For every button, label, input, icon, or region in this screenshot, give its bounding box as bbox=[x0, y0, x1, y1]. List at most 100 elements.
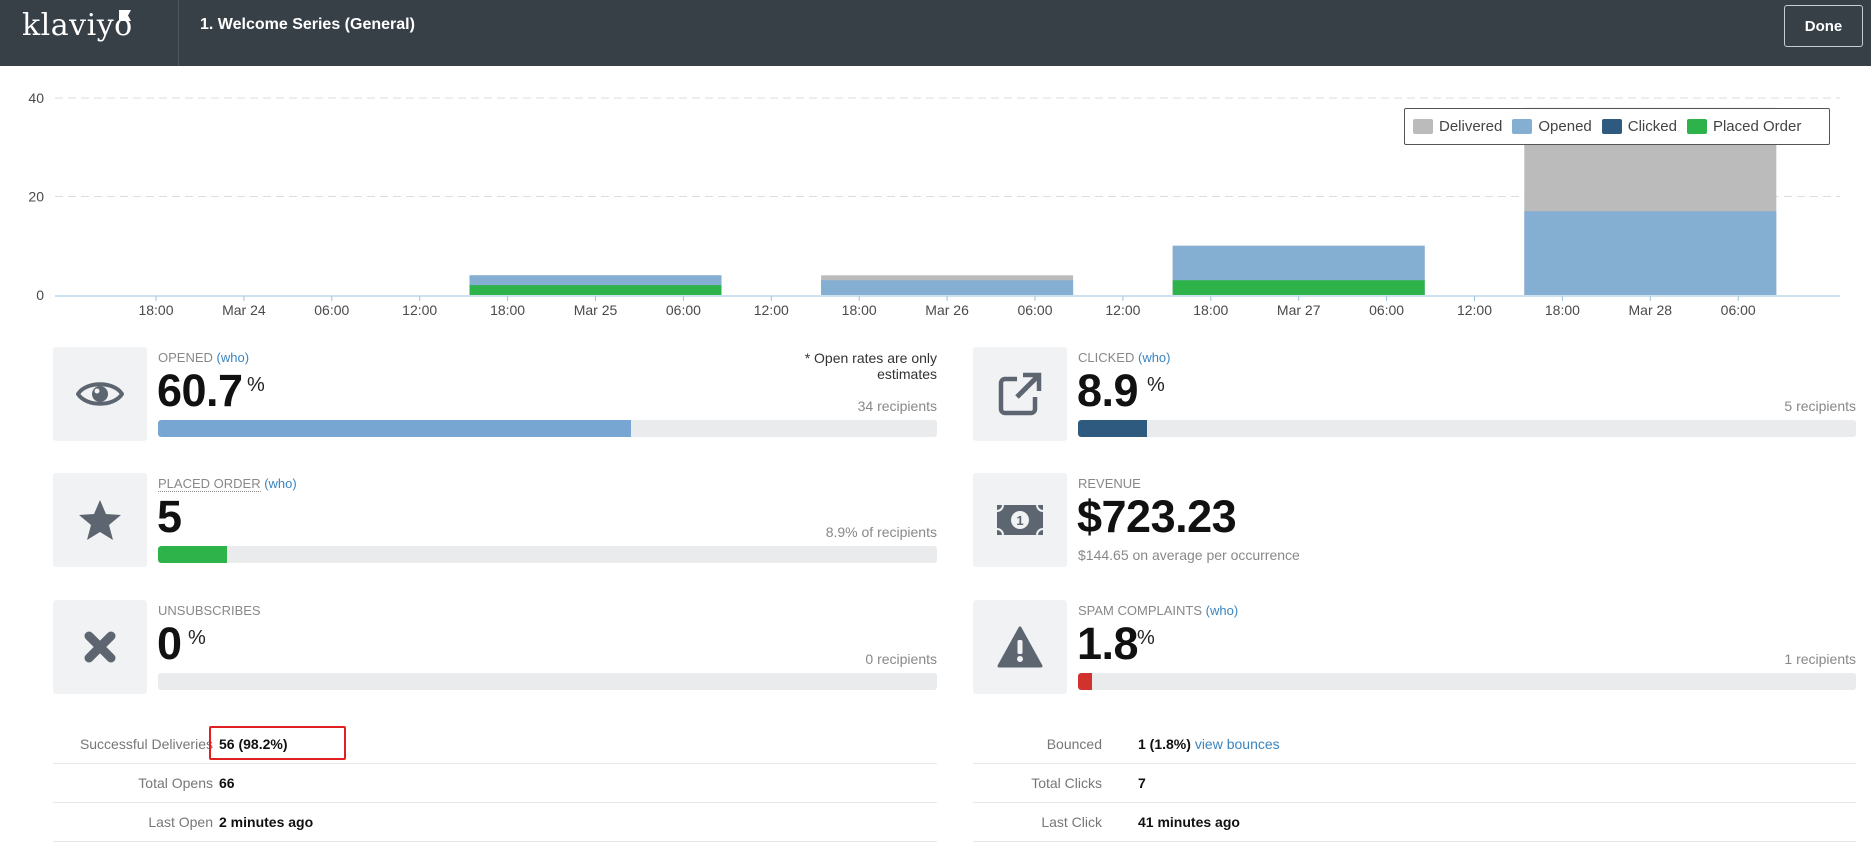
revenue-average: $144.65 on average per occurrence bbox=[1078, 547, 1300, 563]
clicked-unit: % bbox=[1147, 374, 1165, 396]
spam-progress-bar bbox=[1078, 673, 1856, 690]
bar-placed-order bbox=[469, 285, 722, 295]
logo-flag-icon bbox=[119, 10, 131, 21]
placed-order-recipients: 8.9% of recipients bbox=[825, 524, 937, 540]
stat-label: Last Open bbox=[148, 814, 213, 830]
x-tick-label: 12:00 bbox=[1457, 302, 1492, 318]
x-tick-label: 18:00 bbox=[1193, 302, 1228, 318]
opened-label: OPENED (who) bbox=[158, 350, 250, 365]
x-tick-label: 18:00 bbox=[842, 302, 877, 318]
stat-row-total-clicks: Total Clicks 7 bbox=[973, 764, 1856, 803]
spam-value: 1.8 bbox=[1077, 618, 1139, 669]
page-title: 1. Welcome Series (General) bbox=[200, 16, 415, 33]
spam-progress-fill bbox=[1078, 673, 1092, 690]
legend-swatch bbox=[1601, 119, 1622, 134]
opened-value: 60.7 bbox=[157, 365, 243, 416]
x-tick-label: 12:00 bbox=[754, 302, 789, 318]
spam-label: SPAM COMPLAINTS (who) bbox=[1078, 603, 1239, 618]
stat-label: Last Click bbox=[1041, 814, 1102, 830]
placed-order-card: PLACED ORDER (who) 5 8.9% of recipients bbox=[53, 473, 937, 567]
clicked-progress-bar bbox=[1078, 420, 1856, 437]
y-tick-label: 20 bbox=[28, 189, 44, 205]
stat-label: Bounced bbox=[1046, 736, 1102, 752]
x-tick-label: 06:00 bbox=[1721, 302, 1756, 318]
revenue-label: REVENUE bbox=[1078, 476, 1141, 491]
placed-order-value: 5 bbox=[157, 491, 182, 542]
stat-row-last-open: Last Open 2 minutes ago bbox=[53, 803, 937, 842]
x-tick-label: 06:00 bbox=[314, 302, 349, 318]
x-icon bbox=[53, 600, 147, 694]
clicked-recipients: 5 recipients bbox=[1784, 398, 1856, 414]
placed-order-progress-fill bbox=[158, 546, 228, 563]
unsubscribes-label: UNSUBSCRIBES bbox=[158, 603, 261, 618]
x-tick-label: 12:00 bbox=[1105, 302, 1140, 318]
clicked-who-link[interactable]: (who) bbox=[1137, 350, 1171, 365]
opened-progress-fill bbox=[158, 420, 631, 437]
highlight-box bbox=[209, 726, 346, 760]
revenue-value: $723.23 bbox=[1077, 491, 1237, 542]
unsubscribes-unit: % bbox=[188, 627, 206, 649]
x-tick-label: Mar 24 bbox=[222, 302, 266, 318]
legend-swatch bbox=[1512, 119, 1533, 134]
opened-who-link[interactable]: (who) bbox=[216, 350, 250, 365]
unsubscribes-progress-bar bbox=[158, 673, 937, 690]
stat-label: Total Clicks bbox=[1031, 775, 1102, 791]
stat-label: Total Opens bbox=[138, 775, 213, 791]
bar-opened bbox=[821, 280, 1074, 295]
legend-label: Delivered bbox=[1439, 118, 1503, 135]
legend-label: Opened bbox=[1538, 118, 1592, 135]
done-button[interactable]: Done bbox=[1784, 5, 1863, 47]
stat-row-total-opens: Total Opens 66 bbox=[53, 764, 937, 803]
view-bounces-link[interactable]: view bounces bbox=[1194, 736, 1280, 752]
svg-text:1: 1 bbox=[1016, 513, 1023, 528]
opened-progress-bar bbox=[158, 420, 937, 437]
x-tick-label: Mar 26 bbox=[925, 302, 969, 318]
revenue-card: 1 REVENUE $723.23 $144.65 on average per… bbox=[973, 473, 1856, 567]
star-icon bbox=[53, 473, 147, 567]
unsubscribes-card: UNSUBSCRIBES 0 % 0 recipients bbox=[53, 600, 937, 694]
spam-card: SPAM COMPLAINTS (who) 1.8 % 1 recipients bbox=[973, 600, 1856, 694]
stat-value: 2 minutes ago bbox=[219, 814, 314, 830]
open-rate-note: * Open rates are only estimates bbox=[804, 350, 937, 382]
y-tick-label: 40 bbox=[28, 90, 44, 106]
x-tick-label: 18:00 bbox=[138, 302, 173, 318]
x-tick-label: Mar 25 bbox=[574, 302, 618, 318]
legend-label: Placed Order bbox=[1712, 118, 1802, 135]
legend-item[interactable]: Delivered bbox=[1413, 118, 1502, 135]
x-tick-label: 18:00 bbox=[1545, 302, 1580, 318]
bar-opened bbox=[1524, 211, 1777, 295]
clicked-progress-fill bbox=[1078, 420, 1148, 437]
opened-recipients: 34 recipients bbox=[857, 398, 937, 414]
chart-legend: Delivered Opened Clicked Placed Order bbox=[1404, 108, 1830, 145]
clicked-card: CLICKED (who) 8.9 % 5 recipients bbox=[973, 347, 1856, 441]
x-tick-label: 18:00 bbox=[490, 302, 525, 318]
stat-row-deliveries: Successful Deliveries 56 (98.2%) bbox=[53, 725, 937, 764]
top-bar: klaviyo 1. Welcome Series (General) Done bbox=[0, 0, 1871, 66]
spam-unit: % bbox=[1137, 627, 1155, 649]
eye-icon bbox=[53, 347, 147, 441]
legend-swatch bbox=[1686, 119, 1707, 134]
stat-row-last-click: Last Click 41 minutes ago bbox=[973, 803, 1856, 842]
clicked-value: 8.9 bbox=[1077, 365, 1139, 416]
klaviyo-logo[interactable]: klaviyo bbox=[22, 8, 133, 43]
spam-who-link[interactable]: (who) bbox=[1205, 603, 1239, 618]
x-tick-label: 12:00 bbox=[402, 302, 437, 318]
bar-placed-order bbox=[1172, 280, 1425, 295]
stat-label: Successful Deliveries bbox=[79, 736, 213, 752]
stat-value: 1 (1.8%) view bounces bbox=[1138, 736, 1280, 752]
y-tick-label: 0 bbox=[36, 287, 44, 303]
opened-card: OPENED (who) 60.7 % * Open rates are onl… bbox=[53, 347, 937, 441]
external-link-icon bbox=[973, 347, 1067, 441]
x-tick-label: 06:00 bbox=[1369, 302, 1404, 318]
stat-value: 56 (98.2%) bbox=[219, 736, 288, 752]
spam-recipients: 1 recipients bbox=[1784, 651, 1856, 667]
legend-item[interactable]: Placed Order bbox=[1686, 118, 1802, 135]
stat-value: 66 bbox=[219, 775, 235, 791]
legend-item[interactable]: Clicked bbox=[1601, 118, 1677, 135]
placed-order-who-link[interactable]: (who) bbox=[264, 476, 297, 491]
stat-value: 41 minutes ago bbox=[1138, 814, 1240, 830]
x-tick-label: Mar 27 bbox=[1277, 302, 1321, 318]
clicked-label: CLICKED (who) bbox=[1078, 350, 1171, 365]
x-tick-label: 06:00 bbox=[1017, 302, 1052, 318]
legend-item[interactable]: Opened bbox=[1512, 118, 1592, 135]
